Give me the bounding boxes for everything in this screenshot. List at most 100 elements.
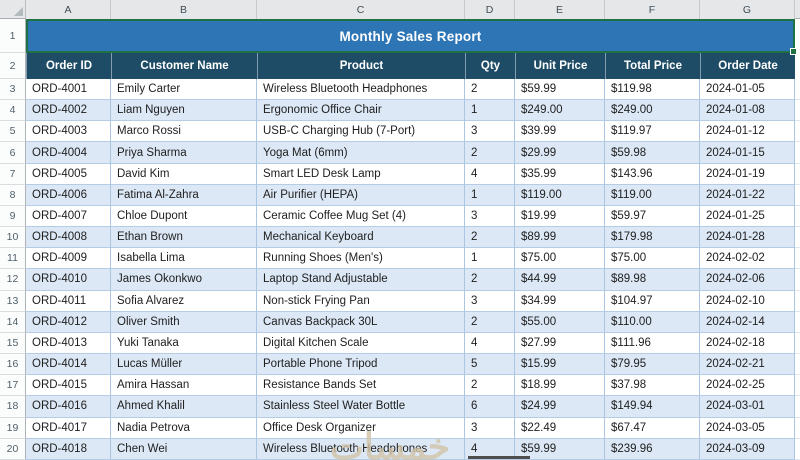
column-header-f[interactable]: F (605, 0, 700, 19)
cell-customer-name[interactable]: Marco Rossi (111, 121, 257, 143)
row-number[interactable]: 17 (0, 375, 26, 397)
cell-unit-price[interactable]: $24.99 (515, 396, 605, 418)
cell-qty[interactable]: 1 (465, 248, 515, 270)
cell-qty[interactable]: 5 (465, 354, 515, 376)
cell-customer-name[interactable]: Nadia Petrova (111, 417, 257, 439)
cell-order-id[interactable]: ORD-4003 (26, 121, 111, 143)
cell-unit-price[interactable]: $15.99 (515, 354, 605, 376)
cell-order-date[interactable]: 2024-03-05 (700, 417, 795, 439)
cell-total-price[interactable]: $89.98 (605, 269, 700, 291)
empty-cell[interactable] (795, 184, 800, 206)
empty-cell[interactable] (795, 290, 800, 312)
cell-order-date[interactable]: 2024-02-14 (700, 311, 795, 333)
row-number[interactable]: 18 (0, 396, 26, 418)
cell-unit-price[interactable]: $22.49 (515, 417, 605, 439)
column-header-h-sliver[interactable] (795, 0, 800, 19)
cell-customer-name[interactable]: Isabella Lima (111, 248, 257, 270)
row-number[interactable]: 10 (0, 227, 26, 249)
cell-total-price[interactable]: $249.00 (605, 100, 700, 122)
cell-total-price[interactable]: $79.95 (605, 354, 700, 376)
header-total-price[interactable]: Total Price (605, 53, 700, 79)
cell-total-price[interactable]: $111.96 (605, 332, 700, 355)
header-unit-price[interactable]: Unit Price (515, 53, 605, 79)
empty-cell[interactable] (795, 19, 800, 53)
cell-qty[interactable]: 3 (465, 121, 515, 143)
cell-order-date[interactable]: 2024-01-12 (700, 121, 795, 143)
row-number-1[interactable]: 1 (0, 19, 26, 53)
cell-qty[interactable]: 2 (465, 311, 515, 333)
empty-cell[interactable] (795, 79, 800, 101)
cell-order-id[interactable]: ORD-4011 (26, 290, 111, 312)
cell-unit-price[interactable]: $55.00 (515, 311, 605, 333)
cell-order-date[interactable]: 2024-01-19 (700, 163, 795, 185)
cell-product[interactable]: Ergonomic Office Chair (257, 100, 465, 122)
cell-qty[interactable]: 2 (465, 269, 515, 291)
cell-total-price[interactable]: $119.97 (605, 121, 700, 143)
cell-unit-price[interactable]: $59.99 (515, 438, 605, 460)
cell-qty[interactable]: 3 (465, 417, 515, 439)
cell-unit-price[interactable]: $29.99 (515, 142, 605, 164)
cell-customer-name[interactable]: Ahmed Khalil (111, 396, 257, 418)
cell-qty[interactable]: 4 (465, 163, 515, 185)
cell-product[interactable]: Air Purifier (HEPA) (257, 184, 465, 206)
cell-order-id[interactable]: ORD-4004 (26, 142, 111, 164)
cell-order-id[interactable]: ORD-4006 (26, 184, 111, 206)
empty-cell[interactable] (795, 417, 800, 439)
cell-unit-price[interactable]: $59.99 (515, 79, 605, 101)
cell-qty[interactable]: 4 (465, 438, 515, 460)
cell-total-price[interactable]: $67.47 (605, 417, 700, 439)
cell-order-id[interactable]: ORD-4012 (26, 311, 111, 333)
cell-product[interactable]: Non-stick Frying Pan (257, 290, 465, 312)
cell-total-price[interactable]: $59.98 (605, 142, 700, 164)
row-number[interactable]: 20 (0, 438, 26, 460)
cell-unit-price[interactable]: $39.99 (515, 121, 605, 143)
cell-order-date[interactable]: 2024-01-05 (700, 79, 795, 101)
cell-order-date[interactable]: 2024-01-08 (700, 100, 795, 122)
cell-order-id[interactable]: ORD-4010 (26, 269, 111, 291)
cell-total-price[interactable]: $37.98 (605, 375, 700, 397)
cell-total-price[interactable]: $110.00 (605, 311, 700, 333)
cell-customer-name[interactable]: Lucas Müller (111, 354, 257, 376)
cell-customer-name[interactable]: James Okonkwo (111, 269, 257, 291)
cell-total-price[interactable]: $104.97 (605, 290, 700, 312)
cell-order-id[interactable]: ORD-4005 (26, 163, 111, 185)
empty-cell[interactable] (795, 227, 800, 249)
cell-total-price[interactable]: $179.98 (605, 227, 700, 249)
cell-order-id[interactable]: ORD-4002 (26, 100, 111, 122)
row-number[interactable]: 7 (0, 163, 26, 185)
cell-qty[interactable]: 2 (465, 227, 515, 249)
cell-unit-price[interactable]: $18.99 (515, 375, 605, 397)
empty-cell[interactable] (795, 205, 800, 228)
cell-qty[interactable]: 2 (465, 79, 515, 101)
cell-product[interactable]: Office Desk Organizer (257, 417, 465, 439)
cell-qty[interactable]: 2 (465, 142, 515, 164)
cell-total-price[interactable]: $119.00 (605, 184, 700, 206)
row-number[interactable]: 4 (0, 100, 26, 122)
header-customer-name[interactable]: Customer Name (111, 53, 257, 79)
cell-product[interactable]: Smart LED Desk Lamp (257, 163, 465, 185)
cell-unit-price[interactable]: $35.99 (515, 163, 605, 185)
column-header-c[interactable]: C (257, 0, 465, 19)
cell-customer-name[interactable]: Fatima Al-Zahra (111, 184, 257, 206)
empty-cell[interactable] (795, 163, 800, 185)
cell-qty[interactable]: 4 (465, 332, 515, 355)
cell-product[interactable]: Wireless Bluetooth Headphones (257, 438, 465, 460)
selection-fill-handle[interactable] (790, 48, 797, 55)
cell-order-id[interactable]: ORD-4014 (26, 354, 111, 376)
cell-product[interactable]: Laptop Stand Adjustable (257, 269, 465, 291)
cell-customer-name[interactable]: Chloe Dupont (111, 205, 257, 228)
cell-product[interactable]: USB-C Charging Hub (7-Port) (257, 121, 465, 143)
cell-unit-price[interactable]: $89.99 (515, 227, 605, 249)
row-number-2[interactable]: 2 (0, 53, 26, 79)
cell-order-date[interactable]: 2024-03-09 (700, 438, 795, 460)
row-number[interactable]: 5 (0, 121, 26, 143)
row-number[interactable]: 13 (0, 290, 26, 312)
cell-order-id[interactable]: ORD-4007 (26, 205, 111, 228)
cell-order-date[interactable]: 2024-01-15 (700, 142, 795, 164)
cell-unit-price[interactable]: $119.00 (515, 184, 605, 206)
cell-product[interactable]: Yoga Mat (6mm) (257, 142, 465, 164)
column-header-d[interactable]: D (465, 0, 515, 19)
empty-cell[interactable] (795, 375, 800, 397)
column-header-g[interactable]: G (700, 0, 795, 19)
cell-total-price[interactable]: $143.96 (605, 163, 700, 185)
